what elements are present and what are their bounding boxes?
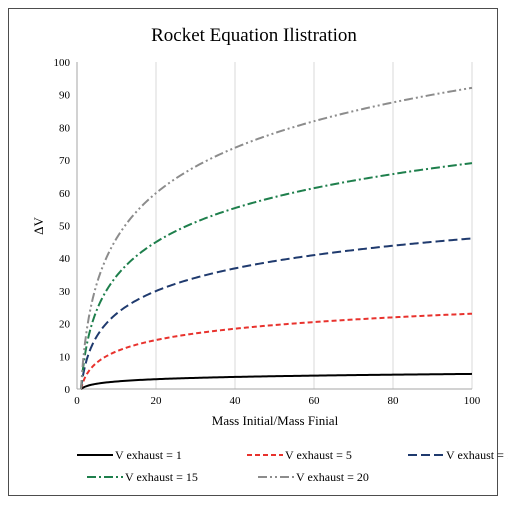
x-axis-title: Mass Initial/Mass Finial	[212, 413, 339, 428]
y-tick-labels: 0 10 20 30 40 50 60 70 80 90 100	[54, 57, 71, 396]
y-axis-title: ΔV	[31, 217, 46, 235]
y-tick-label: 40	[59, 253, 71, 265]
legend-label-4: V exhaust = 15	[125, 470, 198, 484]
y-tick-label: 70	[59, 155, 71, 167]
y-tick-label: 50	[59, 221, 71, 233]
axes	[76, 62, 472, 390]
y-tick-label: 90	[59, 90, 71, 102]
series-line-3	[79, 237, 473, 390]
series-line-1	[80, 372, 473, 390]
x-tick-labels: 0 20 40 60 80 100	[74, 395, 481, 407]
x-tick-label: 0	[74, 395, 80, 407]
x-tick-label: 60	[309, 395, 321, 407]
series-line-5	[79, 86, 473, 390]
y-tick-label: 10	[59, 351, 71, 363]
gridlines	[155, 62, 473, 389]
chart-title: Rocket Equation Ilistration	[151, 25, 357, 46]
legend-label-3: V exhaust = 10	[446, 448, 508, 462]
legend-label-2: V exhaust = 5	[285, 448, 352, 462]
x-tick-label: 100	[464, 395, 481, 407]
legend: V exhaust = 1 V exhaust = 5 V exhaust = 10…	[77, 448, 508, 484]
y-tick-label: 20	[59, 319, 71, 331]
legend-label-5: V exhaust = 20	[296, 470, 369, 484]
x-tick-label: 40	[230, 395, 242, 407]
series-lines	[79, 86, 473, 390]
y-tick-label: 100	[54, 57, 71, 69]
x-tick-label: 80	[388, 395, 400, 407]
legend-label-1: V exhaust = 1	[115, 448, 182, 462]
y-tick-label: 80	[59, 122, 71, 134]
y-tick-label: 30	[59, 286, 71, 298]
series-line-4	[79, 162, 473, 390]
x-tick-label: 20	[151, 395, 163, 407]
y-tick-label: 0	[65, 384, 71, 396]
chart-frame	[8, 8, 498, 496]
y-tick-label: 60	[59, 188, 71, 200]
series-line-2	[79, 312, 473, 390]
